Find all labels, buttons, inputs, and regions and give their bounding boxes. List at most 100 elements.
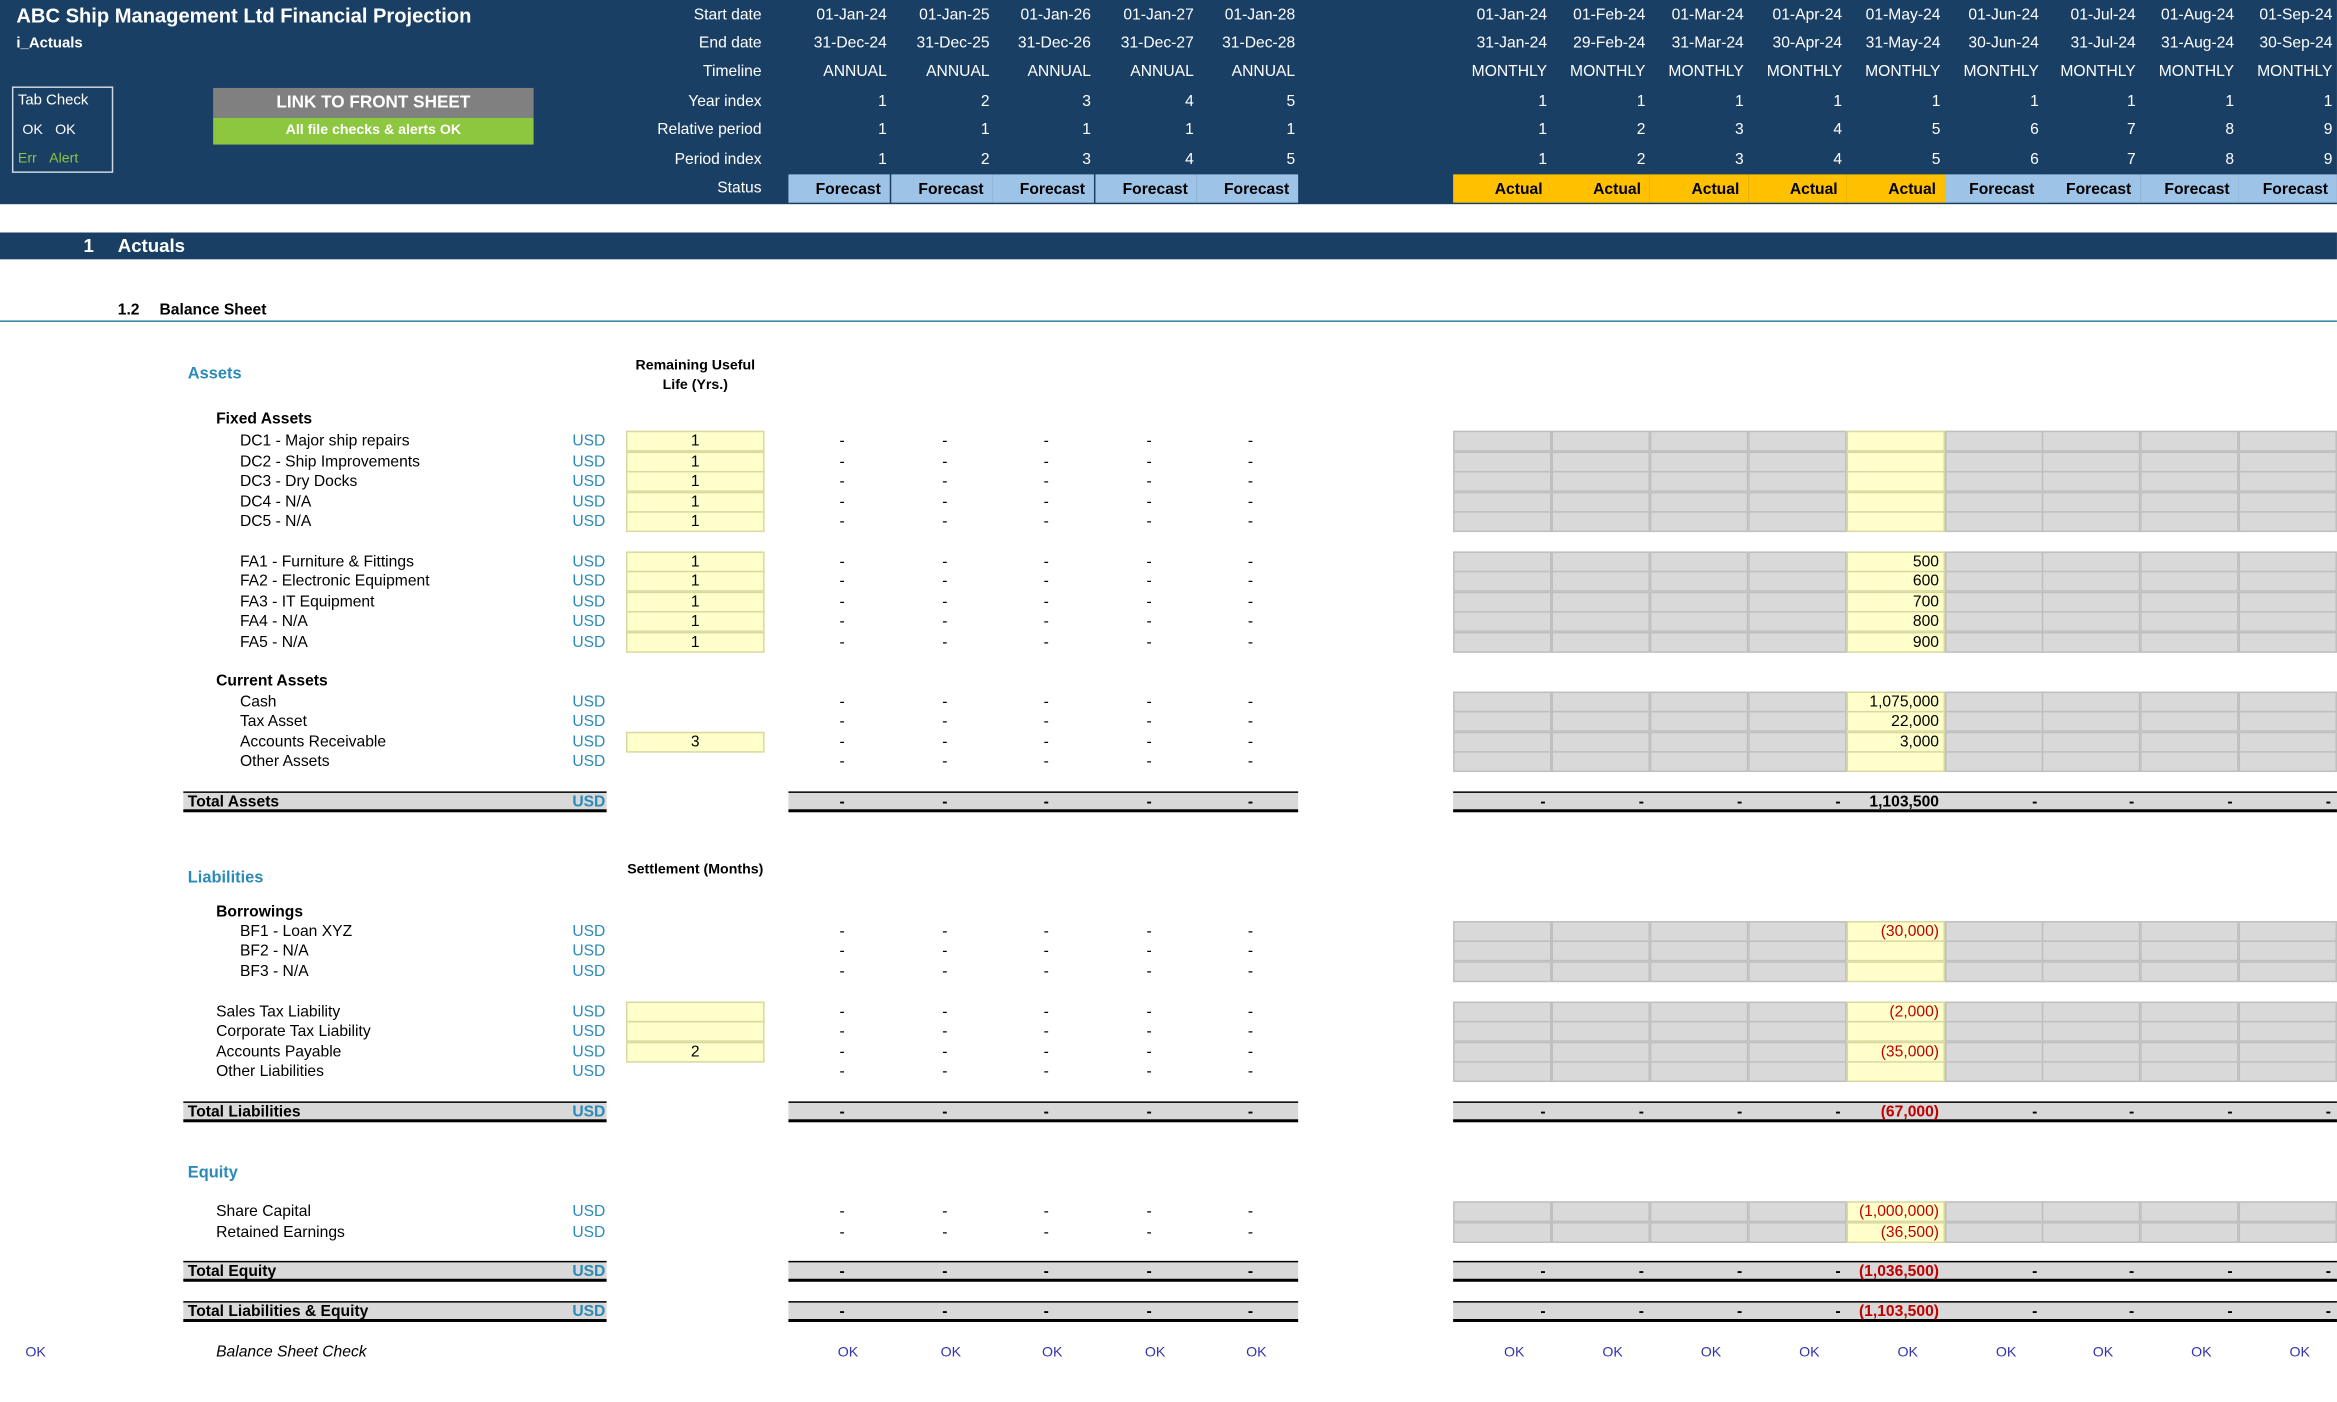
input-value-dc1[interactable]: 1 — [690, 432, 700, 451]
input-value-fa1[interactable]: 1 — [690, 552, 700, 571]
monthly-total: - — [1835, 792, 1841, 811]
annual-value: - — [839, 1003, 845, 1021]
input-cell-fa5[interactable] — [625, 631, 765, 654]
annual-value: - — [839, 962, 845, 981]
actual-input-cell[interactable] — [1846, 570, 1945, 593]
may-value-ret_earn[interactable]: (36,500) — [1880, 1223, 1940, 1242]
locked-cell — [1944, 921, 2044, 943]
actual-input-cell[interactable] — [1846, 961, 1945, 983]
may-value-cash[interactable]: 1,075,000 — [1869, 693, 1940, 711]
locked-cell — [2238, 940, 2337, 962]
input-value-dc4[interactable]: 1 — [690, 493, 700, 512]
input-cell-ar[interactable] — [625, 731, 765, 754]
may-value-fa5[interactable]: 900 — [1912, 633, 1940, 652]
input-value-ar[interactable]: 3 — [690, 733, 700, 752]
actual-input-cell[interactable] — [1846, 511, 1945, 533]
actual-input-cell[interactable] — [1846, 470, 1945, 493]
unit-label: USD — [572, 1223, 606, 1242]
actual-input-cell[interactable] — [1846, 710, 1945, 733]
actual-input-cell[interactable] — [1846, 491, 1945, 514]
actual-input-cell[interactable] — [1846, 451, 1945, 474]
tab-check-title: Tab Check — [17, 92, 89, 109]
may-value-bf1[interactable]: (30,000) — [1880, 922, 1940, 941]
input-cell-dc1[interactable] — [625, 430, 765, 453]
row-label-ret_earn: Retained Earnings — [216, 1223, 345, 1242]
timeline-label: Period index — [674, 150, 762, 169]
link-front-sheet-button[interactable]: LINK TO FRONT SHEET — [213, 87, 534, 118]
monthly-end: 31-Jul-24 — [2070, 34, 2136, 53]
row-label-fa5: FA5 - N/A — [239, 633, 308, 652]
monthly-rp: 6 — [2030, 120, 2039, 139]
annual-value: - — [942, 612, 948, 631]
may-value-stl[interactable]: (2,000) — [1889, 1003, 1940, 1021]
may-value-tax_asset[interactable]: 22,000 — [1891, 712, 1940, 731]
locked-cell — [1944, 710, 2044, 733]
may-value-ap[interactable]: (35,000) — [1880, 1043, 1940, 1062]
input-value-fa3[interactable]: 1 — [690, 593, 700, 612]
timeline-label: Timeline — [703, 62, 762, 81]
status-actual: Actual — [1649, 174, 1749, 203]
annual-value: - — [942, 1062, 948, 1081]
locked-cell — [2041, 961, 2141, 983]
monthly-yi: 1 — [2030, 92, 2039, 111]
locked-cell — [2041, 691, 2141, 713]
annual-tl: ANNUAL — [1231, 62, 1296, 81]
may-value-fa3[interactable]: 700 — [1912, 593, 1940, 612]
may-value-share_cap[interactable]: (1,000,000) — [1858, 1202, 1940, 1221]
actual-input-cell[interactable] — [1846, 940, 1945, 962]
input-value-dc3[interactable]: 1 — [690, 472, 700, 491]
monthly-pi: 8 — [2225, 150, 2235, 169]
may-value-ar[interactable]: 3,000 — [1899, 733, 1940, 752]
locked-cell — [2238, 1001, 2337, 1023]
locked-cell — [1453, 1061, 1552, 1083]
actual-input-cell[interactable] — [1846, 1222, 1945, 1244]
input-value-fa2[interactable]: 1 — [690, 572, 700, 591]
input-cell-fa2[interactable] — [625, 570, 765, 593]
input-value-fa4[interactable]: 1 — [690, 612, 700, 631]
monthly-total: - — [1737, 1102, 1743, 1121]
locked-cell — [1551, 611, 1650, 633]
locked-cell — [2041, 611, 2141, 633]
monthly-rp: 5 — [1931, 120, 1941, 139]
input-cell-fa4[interactable] — [625, 611, 765, 633]
locked-cell — [2041, 1001, 2141, 1023]
monthly-total: - — [2227, 1302, 2233, 1321]
locked-cell — [1649, 921, 1749, 943]
monthly-start: 01-Jan-24 — [1476, 5, 1548, 24]
input-cell-stl[interactable] — [625, 1001, 765, 1023]
input-cell-ap[interactable] — [625, 1041, 765, 1064]
actual-input-cell[interactable] — [1846, 611, 1945, 633]
input-value-dc5[interactable]: 1 — [690, 512, 700, 531]
actual-input-cell[interactable] — [1846, 1020, 1945, 1043]
actual-input-cell[interactable] — [1846, 751, 1945, 773]
annual-value: - — [942, 693, 948, 711]
monthly-yi: 1 — [1735, 92, 1744, 111]
subsection-divider — [0, 320, 2337, 322]
annual-value: - — [839, 941, 845, 960]
annual-value: - — [1043, 693, 1049, 711]
annual-check: OK — [1041, 1344, 1063, 1361]
actual-input-cell[interactable] — [1846, 1061, 1945, 1083]
may-value-fa1[interactable]: 500 — [1912, 552, 1940, 571]
row-label-dc3: DC3 - Dry Docks — [239, 472, 358, 491]
input-value-fa5[interactable]: 1 — [690, 633, 700, 652]
input-value-dc2[interactable]: 1 — [690, 453, 700, 471]
may-value-fa2[interactable]: 600 — [1912, 572, 1940, 591]
locked-cell — [1748, 751, 1847, 773]
locked-cell — [1453, 511, 1552, 533]
timeline-label: Year index — [688, 92, 762, 111]
input-value-ap[interactable]: 2 — [690, 1043, 700, 1062]
may-value-fa4[interactable]: 800 — [1912, 612, 1940, 631]
timeline-label: Start date — [693, 5, 762, 24]
actual-input-cell[interactable] — [1846, 1201, 1945, 1223]
locked-cell — [1649, 751, 1749, 773]
input-cell-dc5[interactable] — [625, 511, 765, 533]
file-checks-status[interactable]: All file checks & alerts OK — [213, 117, 534, 145]
locked-cell — [2238, 731, 2337, 754]
actual-input-cell[interactable] — [1846, 430, 1945, 453]
locked-cell — [2041, 430, 2141, 453]
input-cell-dc3[interactable] — [625, 470, 765, 493]
actual-input-cell[interactable] — [1846, 631, 1945, 654]
input-cell-ctl[interactable] — [625, 1020, 765, 1043]
annual-yi: 3 — [1082, 92, 1091, 111]
